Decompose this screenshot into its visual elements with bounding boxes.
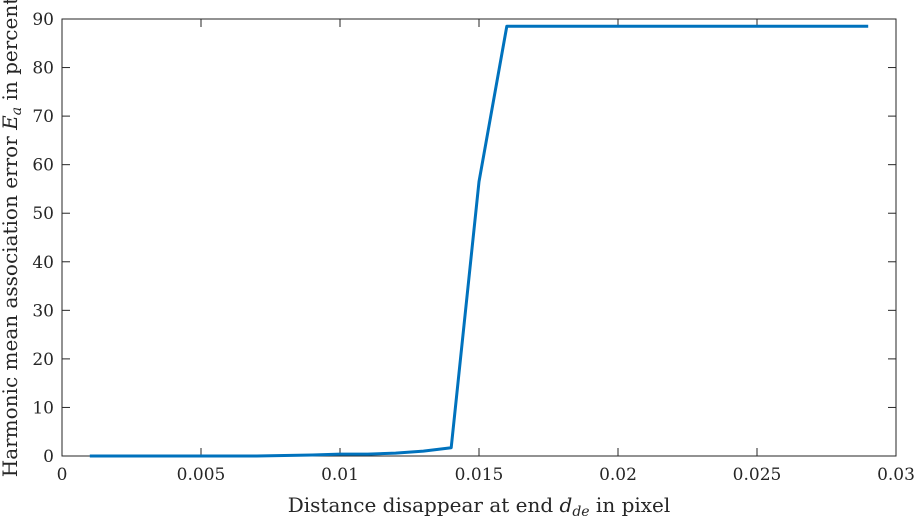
x-tick-label: 0.03 bbox=[877, 465, 915, 485]
y-tick-label: 0 bbox=[43, 447, 54, 467]
x-axis-label-sub: de bbox=[572, 504, 589, 519]
x-tick-label: 0.02 bbox=[599, 465, 637, 485]
series-line bbox=[89, 24, 869, 458]
y-tick-label: 70 bbox=[32, 107, 54, 127]
y-tick-label: 40 bbox=[32, 253, 54, 273]
x-axis-label-text: Distance disappear at end bbox=[288, 493, 560, 517]
x-tick-label: 0.025 bbox=[733, 465, 782, 485]
axis-ticks bbox=[61, 18, 897, 457]
y-tick-label: 60 bbox=[32, 156, 54, 176]
x-axis-label-unit: in pixel bbox=[590, 493, 671, 517]
y-tick-label: 90 bbox=[32, 10, 54, 30]
y-axis-label-unit: in percent bbox=[0, 0, 22, 107]
axis-tick-labels: 0 0.005 0.01 0.015 0.02 0.025 0.03 0 10 20 30 40 50 6… bbox=[32, 10, 915, 485]
x-axis-label: Distance disappear at end dde in pixel bbox=[288, 493, 671, 519]
plot-area bbox=[61, 18, 897, 457]
y-axis-label-text: Harmonic mean association error bbox=[0, 130, 22, 477]
y-axis-label-var: E bbox=[0, 115, 22, 131]
x-tick-label: 0 bbox=[57, 465, 68, 485]
y-tick-label: 20 bbox=[32, 350, 54, 370]
y-tick-label: 30 bbox=[32, 301, 54, 321]
x-axis-label-var: d bbox=[560, 493, 573, 517]
y-axis-label-sub: a bbox=[9, 107, 25, 115]
y-tick-label: 80 bbox=[32, 59, 54, 79]
x-tick-label: 0.005 bbox=[177, 465, 226, 485]
x-tick-label: 0.01 bbox=[321, 465, 359, 485]
y-axis-label: Harmonic mean association error Ea in pe… bbox=[0, 0, 25, 477]
x-tick-label: 0.015 bbox=[455, 465, 504, 485]
y-tick-label: 10 bbox=[32, 398, 54, 418]
y-tick-label: 50 bbox=[32, 204, 54, 224]
